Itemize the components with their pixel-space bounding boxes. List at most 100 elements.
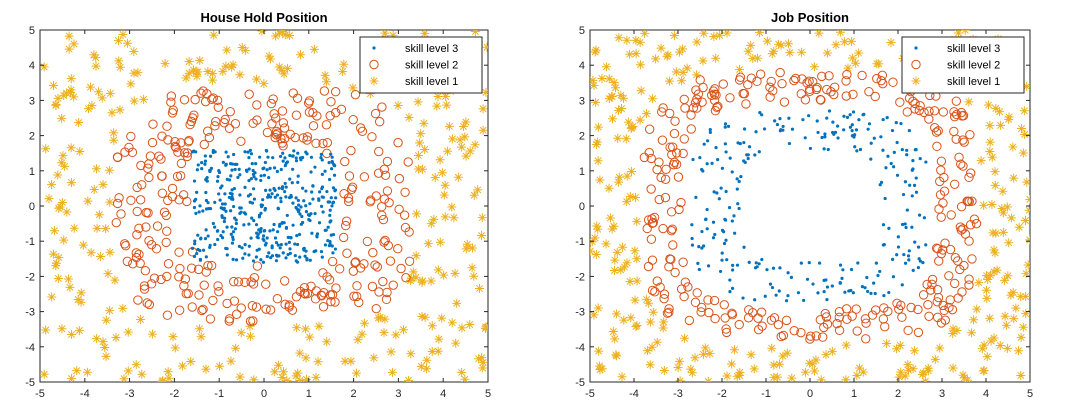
data-point-asterisk <box>447 202 457 212</box>
data-point-circle <box>377 202 387 212</box>
data-point-asterisk <box>753 53 763 63</box>
data-point-asterisk <box>66 74 76 84</box>
data-point-asterisk <box>841 340 851 350</box>
x-tick-label: 0 <box>261 388 267 400</box>
data-point-circle <box>753 324 764 335</box>
data-point-asterisk <box>632 276 642 286</box>
data-point-asterisk <box>998 186 1008 196</box>
data-point-asterisk <box>662 51 672 61</box>
data-point-asterisk <box>47 292 57 302</box>
data-point-circle <box>233 277 244 287</box>
data-point-dot <box>240 246 244 250</box>
data-point-asterisk <box>188 65 198 75</box>
data-point-asterisk <box>645 360 655 370</box>
data-point-asterisk <box>158 375 168 382</box>
data-point-asterisk <box>76 288 86 298</box>
y-tick-label: 0 <box>29 201 35 213</box>
data-point-dot <box>848 125 853 129</box>
data-point-circle <box>279 123 290 133</box>
data-point-dot <box>924 243 928 247</box>
data-point-asterisk <box>412 209 422 219</box>
data-point-dot <box>273 195 277 199</box>
data-point-asterisk <box>982 352 992 362</box>
data-point-asterisk <box>453 172 463 182</box>
data-point-asterisk <box>690 353 700 363</box>
data-point-asterisk <box>478 125 488 135</box>
data-point-circle <box>394 204 404 214</box>
data-point-dot <box>830 284 834 288</box>
data-point-dot <box>201 209 205 213</box>
data-point-dot <box>765 268 769 272</box>
data-point-circle <box>933 244 943 254</box>
data-point-circle <box>157 131 167 141</box>
data-point-dot <box>236 175 240 180</box>
data-point-circle <box>157 171 167 181</box>
data-point-asterisk <box>64 44 74 54</box>
data-point-asterisk <box>115 105 125 115</box>
data-point-circle <box>765 82 775 92</box>
data-point-asterisk <box>746 350 756 360</box>
data-point-dot <box>265 236 269 240</box>
data-point-circle <box>248 279 259 289</box>
data-point-circle <box>936 248 947 259</box>
data-point-dot <box>284 195 288 199</box>
data-point-asterisk <box>236 328 246 338</box>
data-point-asterisk <box>203 67 213 77</box>
data-point-dot <box>268 195 273 199</box>
data-point-dot <box>234 221 238 226</box>
data-point-circle <box>654 194 664 205</box>
data-point-asterisk <box>1025 235 1030 245</box>
data-point-circle <box>903 325 913 336</box>
data-point-asterisk <box>648 94 658 104</box>
data-point-circle <box>196 88 206 98</box>
data-point-asterisk <box>652 337 662 347</box>
data-point-dot <box>219 206 223 210</box>
data-point-circle <box>137 180 147 190</box>
data-point-dot <box>803 136 807 140</box>
data-point-dot <box>869 141 873 145</box>
y-tick-label: -3 <box>575 307 585 319</box>
data-point-dot <box>330 244 334 248</box>
data-point-circle <box>244 89 254 99</box>
data-point-circle <box>883 306 893 317</box>
data-point-circle <box>646 234 657 244</box>
data-point-circle <box>936 156 947 166</box>
data-point-dot <box>724 189 728 194</box>
data-point-asterisk <box>109 135 119 145</box>
data-point-dot <box>732 214 736 218</box>
data-point-circle <box>709 295 720 306</box>
data-point-dot <box>901 192 906 197</box>
data-point-circle <box>924 106 934 116</box>
data-point-circle <box>696 307 706 317</box>
data-point-circle <box>902 107 912 117</box>
data-point-circle <box>171 142 181 153</box>
data-point-dot <box>190 246 195 250</box>
data-point-dot <box>284 161 288 165</box>
data-point-circle <box>272 294 283 304</box>
data-point-dot <box>222 216 227 220</box>
data-point-asterisk <box>231 343 241 353</box>
data-point-asterisk <box>168 332 178 342</box>
data-point-dot <box>824 278 828 282</box>
data-point-circle <box>247 301 258 311</box>
data-point-circle <box>162 121 172 131</box>
data-point-circle <box>161 237 171 248</box>
data-point-dot <box>304 189 308 193</box>
data-point-dot <box>874 261 878 265</box>
data-point-circle <box>690 98 701 108</box>
data-point-asterisk <box>115 62 125 72</box>
data-point-asterisk <box>622 258 632 268</box>
data-point-circle <box>251 302 262 312</box>
data-point-circle <box>965 220 976 230</box>
data-point-asterisk <box>69 223 79 233</box>
data-point-dot <box>222 206 226 210</box>
data-point-circle <box>370 108 381 119</box>
data-point-dot <box>867 122 872 126</box>
data-point-circle <box>287 305 298 315</box>
data-point-asterisk <box>321 77 331 87</box>
data-point-circle <box>277 138 287 148</box>
data-point-asterisk <box>181 73 191 83</box>
data-point-asterisk <box>63 274 73 284</box>
data-point-dot <box>204 190 208 195</box>
